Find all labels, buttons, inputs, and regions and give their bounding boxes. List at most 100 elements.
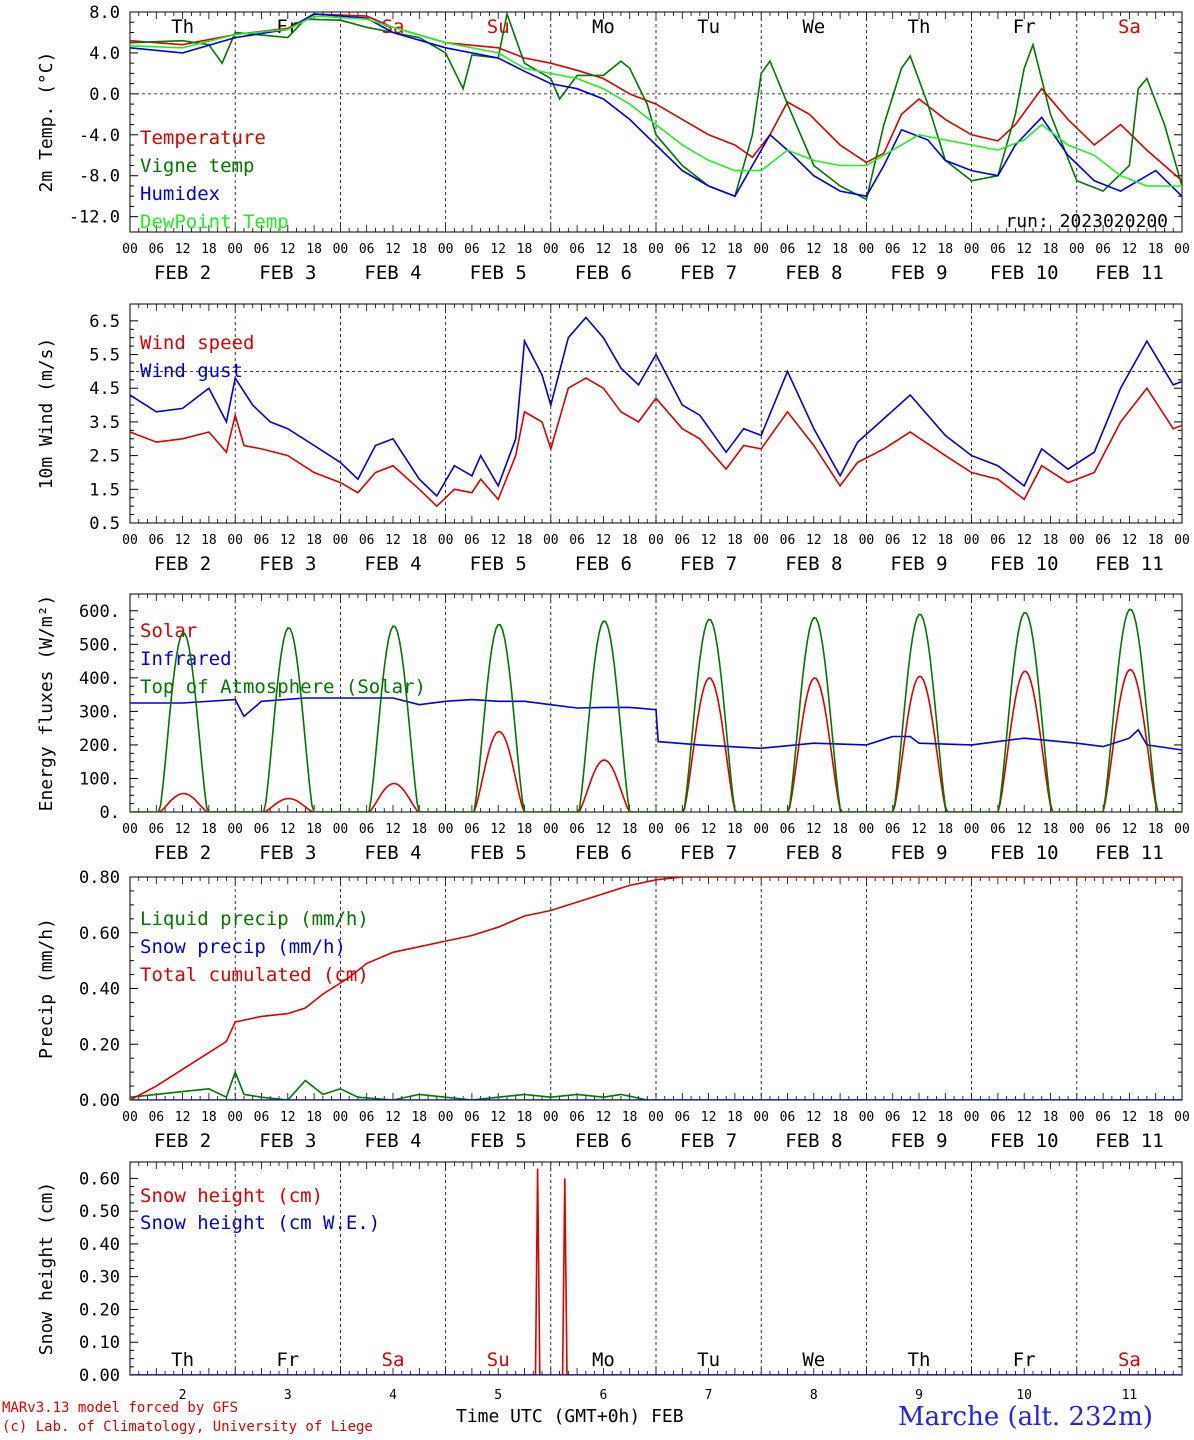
panel-snow: 0.60 0.50 0.40 0.30 0.20 0.10 0.00 Snow height … [36,1161,1183,1403]
x-hour-label: 06 [464,1110,480,1125]
y-tick-label: 1.5 [89,480,120,500]
x-hour-label: 06 [780,822,796,837]
day-abbr-label: Fr [276,16,299,38]
x-hour-label: 18 [201,533,217,548]
legend-entry: Snow height (cm W.E.) [140,1212,380,1234]
x-hour-label: 18 [306,822,322,837]
y-tick-label: 5.5 [89,346,120,366]
x-hour-label: 06 [885,1110,901,1125]
x-hour-label: 18 [937,533,953,548]
y-tick-label: 0.40 [79,980,120,1000]
day-abbr-label: Sa [382,1349,405,1371]
x-hour-label: 18 [306,242,322,257]
x-hour-label: 12 [280,822,296,837]
x-hour-label: 06 [990,242,1006,257]
x-hour-label: 12 [280,242,296,257]
day-abbr-label: Th [908,16,931,38]
x-hour-label: 00 [964,822,980,837]
x-hour-label: 12 [911,822,927,837]
y-tick-label: 6.5 [89,312,120,332]
x-hour-label: 06 [1095,533,1111,548]
day-number-label: 3 [284,1388,292,1403]
x-hour-label: 18 [1043,1110,1059,1125]
x-date-label: FEB 2 [154,842,211,864]
x-hour-label: 12 [1122,242,1138,257]
y-tick-label: 2.5 [89,447,120,467]
x-hour-label: 06 [148,242,164,257]
x-hour-label: 06 [569,1110,585,1125]
day-abbr-label: Mo [592,1349,615,1371]
y-tick-label: 200. [79,736,120,756]
x-hour-label: 00 [1174,1110,1190,1125]
x-hour-label: 12 [1122,822,1138,837]
x-hour-label: 06 [148,533,164,548]
x-hour-label: 12 [596,1110,612,1125]
day-abbr-label: We [802,16,825,38]
x-hour-label: 00 [753,533,769,548]
legend-entry: Top of Atmosphere (Solar) [140,676,426,698]
x-hour-label: 12 [806,822,822,837]
x-hour-label: 00 [122,822,138,837]
panel-temp: 8.0 4.0 0.0 -4.0 -8.0 -12.0 2m Temp. (°C) 00 06 1… [36,3,1190,284]
x-hour-label: 18 [727,242,743,257]
x-hour-label: 06 [359,1110,375,1125]
x-hour-label: 00 [964,1110,980,1125]
y-tick-label: 400. [79,669,120,689]
x-hour-label: 12 [1016,533,1032,548]
x-hour-label: 12 [1016,242,1032,257]
y-axis-title: 10m Wind (m/s) [36,338,57,490]
x-hour-label: 00 [964,242,980,257]
x-hour-label: 00 [333,1110,349,1125]
x-hour-label: 12 [701,1110,717,1125]
x-hour-label: 00 [1069,822,1085,837]
legend-entry: Liquid precip (mm/h) [140,908,369,930]
x-hour-label: 18 [937,1110,953,1125]
x-hour-label: 12 [596,242,612,257]
x-hour-label: 06 [148,822,164,837]
y-tick-label: 3.5 [89,413,120,433]
x-hour-label: 00 [1069,242,1085,257]
x-date-label: FEB 5 [470,1130,527,1152]
x-date-label: FEB 6 [575,1130,632,1152]
x-hour-label: 06 [254,1110,270,1125]
y-tick-label: 0.20 [79,1035,120,1055]
y-tick-label: 0.80 [79,868,120,888]
x-hour-label: 12 [175,242,191,257]
x-date-label: FEB 4 [364,262,421,284]
x-date-label: FEB 3 [259,842,316,864]
series-line-dewpoint-temp [130,15,1182,187]
x-date-label: FEB 7 [680,1130,737,1152]
x-hour-label: 18 [517,533,533,548]
x-hour-label: 06 [1095,1110,1111,1125]
x-hour-label: 00 [438,242,454,257]
series-line-wind-speed [130,377,1182,508]
day-abbr-label: Th [171,1349,194,1371]
x-hour-label: 06 [464,533,480,548]
x-hour-label: 00 [122,242,138,257]
x-hour-label: 12 [490,533,506,548]
x-hour-label: 00 [122,533,138,548]
y-tick-label: 300. [79,702,120,722]
day-number-label: 11 [1122,1388,1138,1403]
day-number-label: 5 [494,1388,502,1403]
x-date-label: FEB 11 [1095,1130,1164,1152]
x-hour-label: 18 [517,242,533,257]
x-date-label: FEB 11 [1095,842,1164,864]
series-line-infrared [130,697,1182,751]
x-date-label: FEB 7 [680,842,737,864]
x-hour-label: 12 [385,1110,401,1125]
x-hour-label: 00 [648,242,664,257]
x-hour-label: 06 [254,242,270,257]
x-hour-label: 18 [622,1110,638,1125]
series-line-temperature [130,13,1182,182]
x-hour-label: 12 [1122,533,1138,548]
x-hour-label: 18 [727,533,743,548]
x-hour-label: 18 [306,1110,322,1125]
day-abbr-label: Tu [697,1349,720,1371]
x-hour-label: 18 [411,533,427,548]
x-hour-label: 06 [148,1110,164,1125]
x-hour-label: 06 [885,822,901,837]
legend-entry: Snow precip (mm/h) [140,936,346,958]
x-hour-label: 12 [175,822,191,837]
